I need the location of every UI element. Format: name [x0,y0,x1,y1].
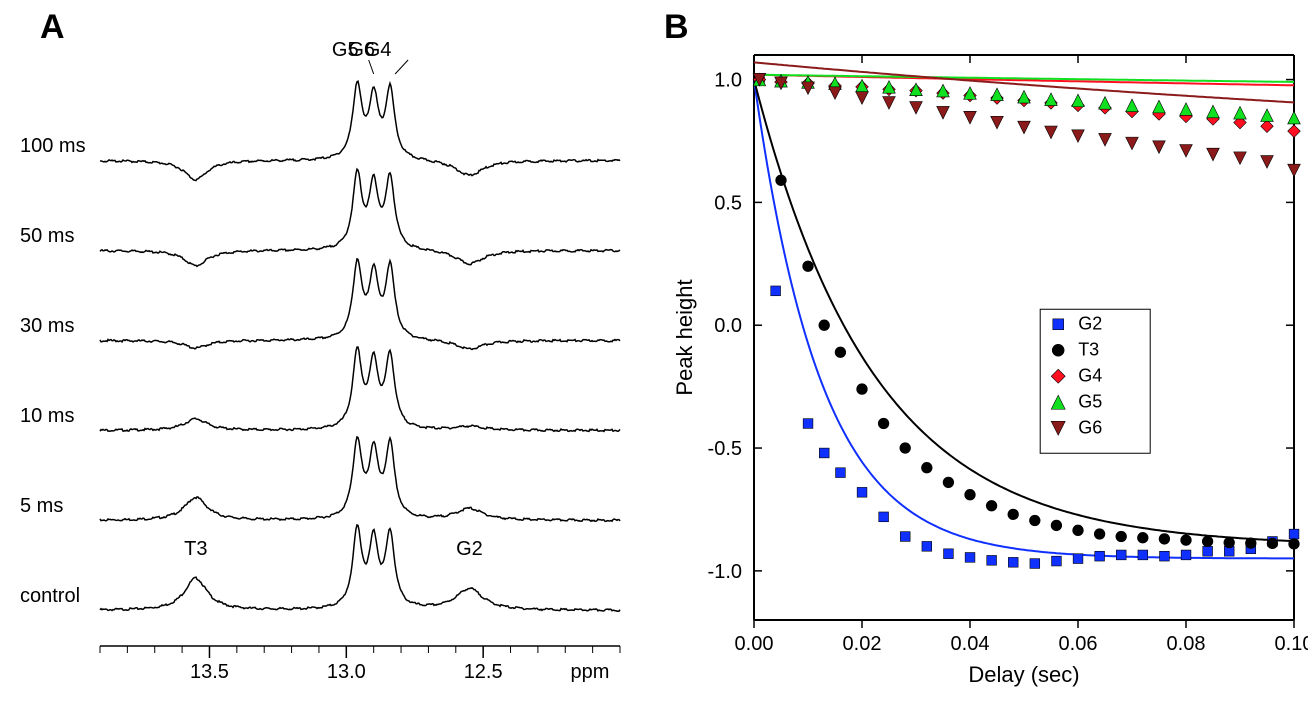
svg-text:G6: G6 [1078,417,1102,437]
svg-text:G5: G5 [1078,391,1102,411]
svg-text:5 ms: 5 ms [20,495,63,517]
panel-a: A control5 ms10 ms30 ms50 ms100 msG5G6G4… [0,0,654,713]
svg-text:100 ms: 100 ms [20,135,86,157]
panel-a-plot: control5 ms10 ms30 ms50 ms100 msG5G6G4T3… [0,0,640,713]
svg-text:0.02: 0.02 [843,633,882,655]
svg-text:0.08: 0.08 [1167,633,1206,655]
svg-text:Delay (sec): Delay (sec) [968,662,1079,687]
svg-text:1.0: 1.0 [714,70,742,92]
figure-container: A control5 ms10 ms30 ms50 ms100 msG5G6G4… [0,0,1308,713]
svg-text:G4: G4 [1078,365,1102,385]
svg-text:30 ms: 30 ms [20,315,74,337]
svg-text:T3: T3 [184,538,207,560]
svg-text:0.10: 0.10 [1275,633,1308,655]
svg-text:-0.5: -0.5 [708,438,742,460]
svg-text:ppm: ppm [571,661,610,683]
svg-text:Peak height: Peak height [672,279,697,395]
svg-text:G2: G2 [456,538,483,560]
svg-text:0.04: 0.04 [951,633,990,655]
svg-text:-1.0: -1.0 [708,561,742,583]
svg-text:G4: G4 [365,39,392,61]
svg-text:0.06: 0.06 [1059,633,1098,655]
svg-text:G2: G2 [1078,313,1102,333]
svg-text:12.5: 12.5 [464,661,503,683]
svg-text:10 ms: 10 ms [20,405,74,427]
svg-text:0.5: 0.5 [714,192,742,214]
panel-b: B 0.000.020.040.060.080.10-1.0-0.50.00.5… [654,0,1308,713]
svg-text:0.00: 0.00 [735,633,774,655]
svg-text:13.5: 13.5 [190,661,229,683]
svg-text:control: control [20,585,80,607]
svg-text:50 ms: 50 ms [20,225,74,247]
svg-text:13.0: 13.0 [327,661,366,683]
svg-text:0.0: 0.0 [714,315,742,337]
svg-text:T3: T3 [1078,339,1099,359]
panel-b-plot: 0.00 0.02 0.04 0.06 0.08 0.10 -1.0 -0.5 0.0 0.5 1.… [654,0,1308,713]
